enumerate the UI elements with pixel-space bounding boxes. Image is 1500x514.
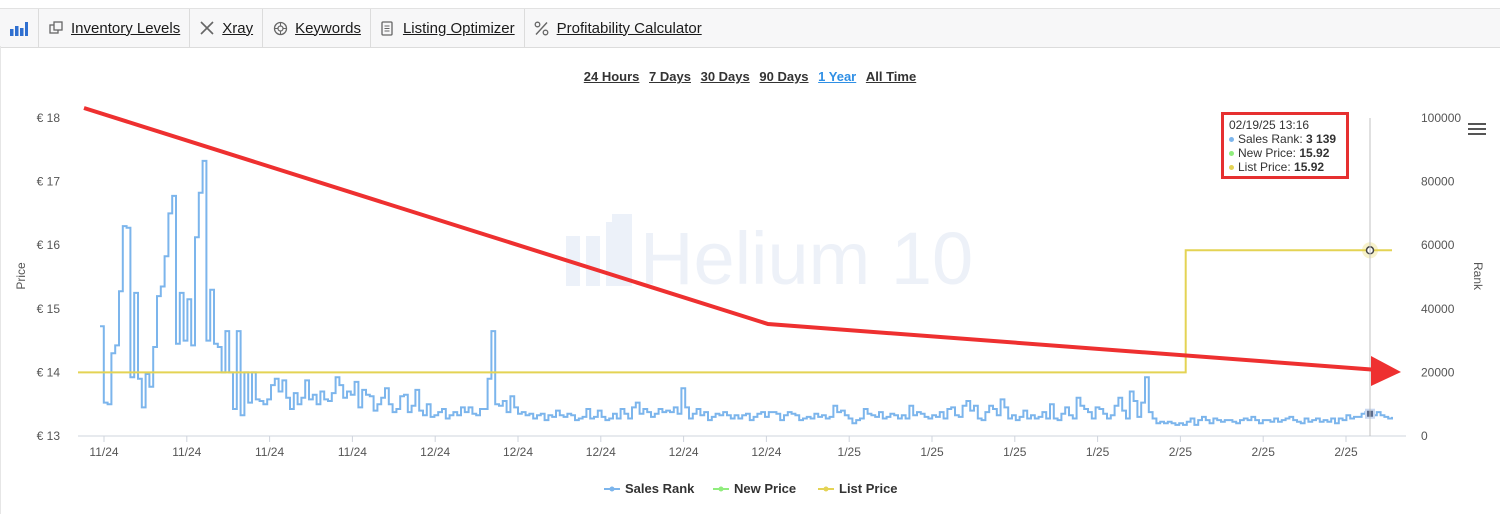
y-axis-left: € 13 € 14 € 15 € 16 € 17 € 18 [37, 111, 61, 443]
x-tick-label: 12/24 [586, 445, 616, 459]
toolbar-item-inventory-levels[interactable]: Inventory Levels [39, 9, 191, 47]
y-axis-right-title: Rank [1471, 262, 1485, 291]
series-list-price-line [78, 249, 1392, 374]
tooltip-value: 15.92 [1299, 146, 1330, 160]
x-tick-label: 11/24 [89, 445, 118, 459]
tooltip-row-list-price: List Price: 15.92 [1229, 160, 1341, 174]
tooltip-label: New Price: [1238, 146, 1297, 160]
new-price-dot-icon [1229, 151, 1234, 157]
y-right-tick-label: 60000 [1421, 238, 1455, 252]
tooltip-row-sales-rank: Sales Rank: 3 139 [1229, 132, 1341, 146]
toolbar-item-label: Keywords [295, 19, 361, 37]
watermark: Helium 10 [566, 214, 973, 300]
y-left-tick-label: € 18 [37, 111, 61, 125]
y-left-tick-label: € 13 [37, 429, 61, 443]
y-left-tick-label: € 17 [37, 175, 61, 189]
legend-item[interactable]: New Price [713, 481, 796, 496]
x-tick-label: 2/25 [1334, 445, 1358, 459]
time-range-selector: 24 Hours 7 Days 30 Days 90 Days 1 Year A… [0, 69, 1500, 84]
legend-label: List Price [839, 481, 898, 496]
y-left-tick-label: € 16 [37, 238, 61, 252]
keywords-icon [272, 20, 288, 36]
range-24-hours[interactable]: 24 Hours [583, 69, 640, 84]
toolbar-item-label: Xray [222, 19, 254, 37]
watermark-text: Helium 10 [640, 217, 973, 300]
document-icon [380, 20, 396, 36]
y-right-tick-label: 40000 [1421, 302, 1455, 316]
range-all-time[interactable]: All Time [865, 69, 917, 84]
tooltip-label: List Price: [1238, 160, 1291, 174]
toolbar-item-listing-optimizer[interactable]: Listing Optimizer [371, 9, 525, 47]
bar-chart-icon[interactable] [0, 9, 39, 47]
range-7-days[interactable]: 7 Days [649, 69, 691, 84]
x-axis: 11/24 11/24 11/24 11/24 12/24 12/24 12/24 12/24… [78, 435, 1406, 459]
x-tick-label: 2/25 [1252, 445, 1276, 459]
y-left-tick-label: € 15 [37, 302, 61, 316]
legend-item[interactable]: Sales Rank [604, 481, 695, 496]
legend-label: Sales Rank [625, 481, 695, 496]
toolbar-item-label: Listing Optimizer [402, 19, 515, 37]
list-price-dot-icon [1229, 165, 1234, 171]
tooltip-row-new-price: New Price: 15.92 [1229, 146, 1341, 160]
x-tick-label: 2/25 [1169, 445, 1193, 459]
range-1-year[interactable]: 1 Year [818, 69, 857, 84]
sales-rank-dot-icon [1229, 137, 1234, 143]
x-tick-label: 11/24 [338, 445, 367, 459]
y-right-tick-label: 100000 [1421, 111, 1461, 125]
chart-panel [0, 46, 1500, 514]
toolbar-item-keywords[interactable]: Keywords [263, 9, 371, 47]
legend: Sales Rank New Price List Price [604, 481, 898, 496]
x-tick-label: 12/24 [503, 445, 533, 459]
y-right-tick-label: 20000 [1421, 365, 1455, 379]
trend-arrow-head [1371, 356, 1401, 386]
x-tick-label: 1/25 [1086, 445, 1110, 459]
toolbar-item-xray[interactable]: Xray [190, 9, 264, 47]
x-tick-label: 11/24 [255, 445, 284, 459]
toolbar-item-profitability-calculator[interactable]: Profitability Calculator [525, 9, 711, 47]
percent-icon [534, 20, 550, 36]
x-tick-label: 1/25 [1003, 445, 1027, 459]
hamburger-menu-icon[interactable] [1468, 123, 1486, 137]
tooltip-date: 02/19/25 13:16 [1229, 118, 1310, 132]
x-tick-label: 12/24 [669, 445, 699, 459]
tooltip: 02/19/25 13:16 Sales Rank: 3 139 New Pri… [1221, 112, 1349, 179]
tooltip-value: 15.92 [1294, 160, 1325, 174]
y-right-tick-label: 0 [1421, 429, 1428, 443]
trend-arrow-line [83, 106, 1379, 372]
x-tick-label: 12/24 [751, 445, 781, 459]
legend-marker [718, 486, 724, 492]
toolbar-item-label: Profitability Calculator [556, 19, 702, 37]
x-tick-label: 11/24 [172, 445, 201, 459]
toolbar-item-label: Inventory Levels [71, 19, 181, 37]
y-axis-right: 0 20000 40000 60000 80000 100000 [1421, 111, 1461, 443]
x-tick-label: 1/25 [838, 445, 862, 459]
x-tick-label: 1/25 [920, 445, 944, 459]
range-30-days[interactable]: 30 Days [700, 69, 750, 84]
toolbar: Inventory Levels Xray Keywords Listing O… [0, 8, 1500, 48]
tooltip-label: Sales Rank: [1238, 132, 1303, 146]
x-tick-label: 12/24 [420, 445, 450, 459]
series-sales-rank-line [100, 159, 1393, 426]
inventory-icon [48, 20, 64, 36]
legend-item[interactable]: List Price [818, 481, 898, 496]
legend-marker [609, 486, 615, 492]
legend-label: New Price [734, 481, 796, 496]
xray-icon [199, 20, 215, 36]
y-axis-left-title: Price [14, 262, 28, 290]
annotation-arrow [83, 106, 1401, 386]
y-left-tick-label: € 14 [37, 365, 61, 379]
range-90-days[interactable]: 90 Days [759, 69, 809, 84]
tooltip-value: 3 139 [1306, 132, 1337, 146]
legend-marker [823, 486, 829, 492]
y-right-tick-label: 80000 [1421, 175, 1455, 189]
watermark-logo-icon [566, 214, 632, 286]
